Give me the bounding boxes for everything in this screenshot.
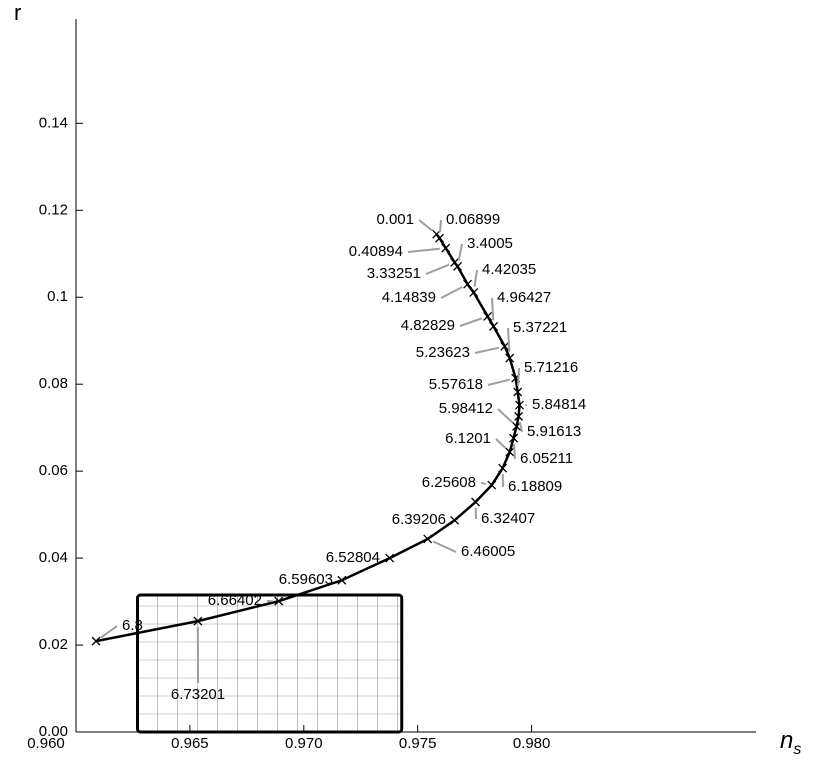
point-marker xyxy=(472,498,480,506)
point-label: 5.37221 xyxy=(513,319,567,336)
point-label: 3.33251 xyxy=(367,265,421,282)
x-axis-label-main: n xyxy=(780,727,793,754)
y-tick-label: 0.06 xyxy=(39,462,68,479)
x-axis-label: ns xyxy=(780,727,801,758)
x-tick-label: 0.970 xyxy=(285,735,323,752)
point-marker xyxy=(424,535,432,543)
label-leader xyxy=(460,318,482,326)
point-label: 3.4005 xyxy=(467,235,513,252)
label-leader xyxy=(419,220,432,230)
point-label: 6.18809 xyxy=(508,478,562,495)
point-marker xyxy=(490,322,498,330)
x-tick-label: 0.980 xyxy=(513,735,551,752)
point-marker xyxy=(451,516,459,524)
point-label: 6.66402 xyxy=(208,592,262,609)
point-label: 4.96427 xyxy=(497,289,551,306)
label-leader xyxy=(496,439,505,448)
point-label: 5.84814 xyxy=(532,396,586,413)
point-label: 5.71216 xyxy=(524,359,578,376)
point-label: 6.52804 xyxy=(326,549,380,566)
y-tick-label: 0.02 xyxy=(39,636,68,653)
point-label: 0.06899 xyxy=(446,211,500,228)
y-tick-label: 0.08 xyxy=(39,375,68,392)
point-marker xyxy=(451,258,459,266)
point-label: 6.8 xyxy=(122,617,143,634)
label-leader xyxy=(514,444,515,459)
label-leader xyxy=(498,409,512,422)
y-tick-label: 0.04 xyxy=(39,549,68,566)
label-leader xyxy=(441,287,462,298)
point-marker xyxy=(464,280,472,288)
point-marker xyxy=(442,244,450,252)
point-label: 6.25608 xyxy=(422,474,476,491)
label-leader xyxy=(408,249,440,252)
point-label: 6.46005 xyxy=(461,543,515,560)
point-label: 6.32407 xyxy=(481,510,535,527)
label-leader xyxy=(426,265,449,274)
x-tick-label: 0.975 xyxy=(399,735,437,752)
label-leader xyxy=(488,380,510,385)
x-tick-label: 0.965 xyxy=(171,735,209,752)
point-marker xyxy=(470,288,478,296)
label-leader xyxy=(475,270,477,287)
point-label: 4.14839 xyxy=(382,289,436,306)
point-label: 5.57618 xyxy=(429,376,483,393)
point-label: 6.73201 xyxy=(171,686,225,703)
point-marker xyxy=(436,234,444,242)
point-label: 4.82829 xyxy=(401,317,455,334)
point-label: 5.23623 xyxy=(416,344,470,361)
label-leader xyxy=(101,626,117,638)
point-marker xyxy=(488,481,496,489)
point-label: 6.05211 xyxy=(520,450,573,467)
label-leader xyxy=(508,328,509,352)
label-leader xyxy=(433,541,456,552)
label-leader xyxy=(440,220,441,232)
point-label: 6.1201 xyxy=(445,430,491,447)
point-label: 0.001 xyxy=(376,211,414,228)
label-leader xyxy=(481,483,486,484)
label-leader xyxy=(492,298,493,320)
y-tick-label: 0.14 xyxy=(39,114,68,131)
y-tick-label: 0.12 xyxy=(39,201,68,218)
region-box xyxy=(138,595,402,732)
point-label: 6.59603 xyxy=(279,571,333,588)
x-axis-label-sub: s xyxy=(793,741,801,758)
label-leader xyxy=(475,348,499,353)
point-label: 5.91613 xyxy=(527,423,581,440)
point-label: 5.98412 xyxy=(439,400,493,417)
y-axis-label: r xyxy=(14,0,21,25)
point-label: 0.40894 xyxy=(349,243,403,260)
point-label: 4.42035 xyxy=(482,261,536,278)
point-marker xyxy=(454,262,462,270)
point-label: 6.39206 xyxy=(392,511,446,528)
y-tick-label: 0.1 xyxy=(47,288,68,305)
label-leader xyxy=(459,244,462,260)
point-marker xyxy=(484,312,492,320)
y-tick-label: 0.00 xyxy=(39,723,68,740)
label-leader xyxy=(518,368,519,386)
